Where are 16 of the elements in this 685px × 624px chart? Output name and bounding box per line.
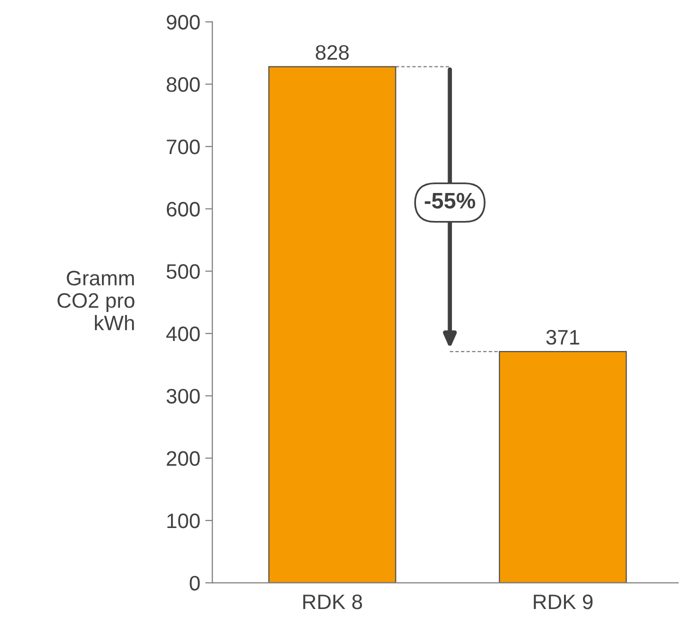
y-tick-label: 500 [166,264,200,279]
y-tick-label: 300 [166,388,200,404]
y-tick-label: 0 [190,576,200,591]
y-tick-label: 900 [166,14,200,30]
x-tick-label: RDK 9 [534,594,593,610]
y-tick-label: 600 [166,202,200,217]
y-tick-label: 100 [167,513,200,528]
y-tick-label: 700 [166,140,200,154]
y-tick-label: 800 [166,77,200,92]
data-label: 828 [316,45,349,60]
x-tick-label: RDK 8 [303,594,362,610]
y-axis-title: Gramm CO2 pro kWh [58,270,134,330]
data-label: 371 [546,330,580,345]
y-tick-label: 400 [166,326,200,342]
y-tick-label: 200 [166,451,200,466]
annotation: -55% [424,192,476,209]
